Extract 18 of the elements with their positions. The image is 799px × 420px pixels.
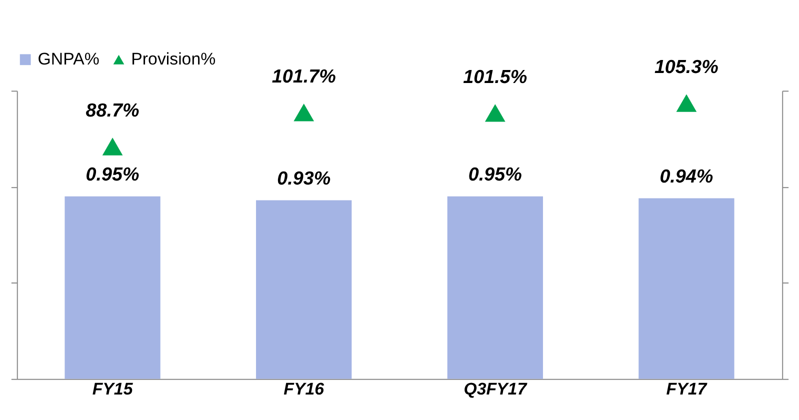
x-tick-label: Q3FY17 [464,379,528,398]
data-label: 88.7% [86,100,140,122]
data-label: 0.95% [468,164,522,186]
data-label: 101.5% [463,67,528,88]
data-label: 0.94% [660,166,714,188]
point [294,104,314,122]
x-tick-label: FY17 [666,379,708,398]
data-label: 105.3% [654,57,719,78]
point [484,104,506,122]
point [102,138,123,156]
data-label: 101.7% [272,66,336,88]
legend-label: Provision% [131,50,216,69]
data-label: 0.93% [277,168,331,190]
data-label: 0.95% [86,164,140,186]
x-tick-label: FY15 [92,379,134,398]
point [676,94,697,112]
legend-label: GNPA% [38,50,100,69]
x-tick-label: FY16 [284,379,325,398]
